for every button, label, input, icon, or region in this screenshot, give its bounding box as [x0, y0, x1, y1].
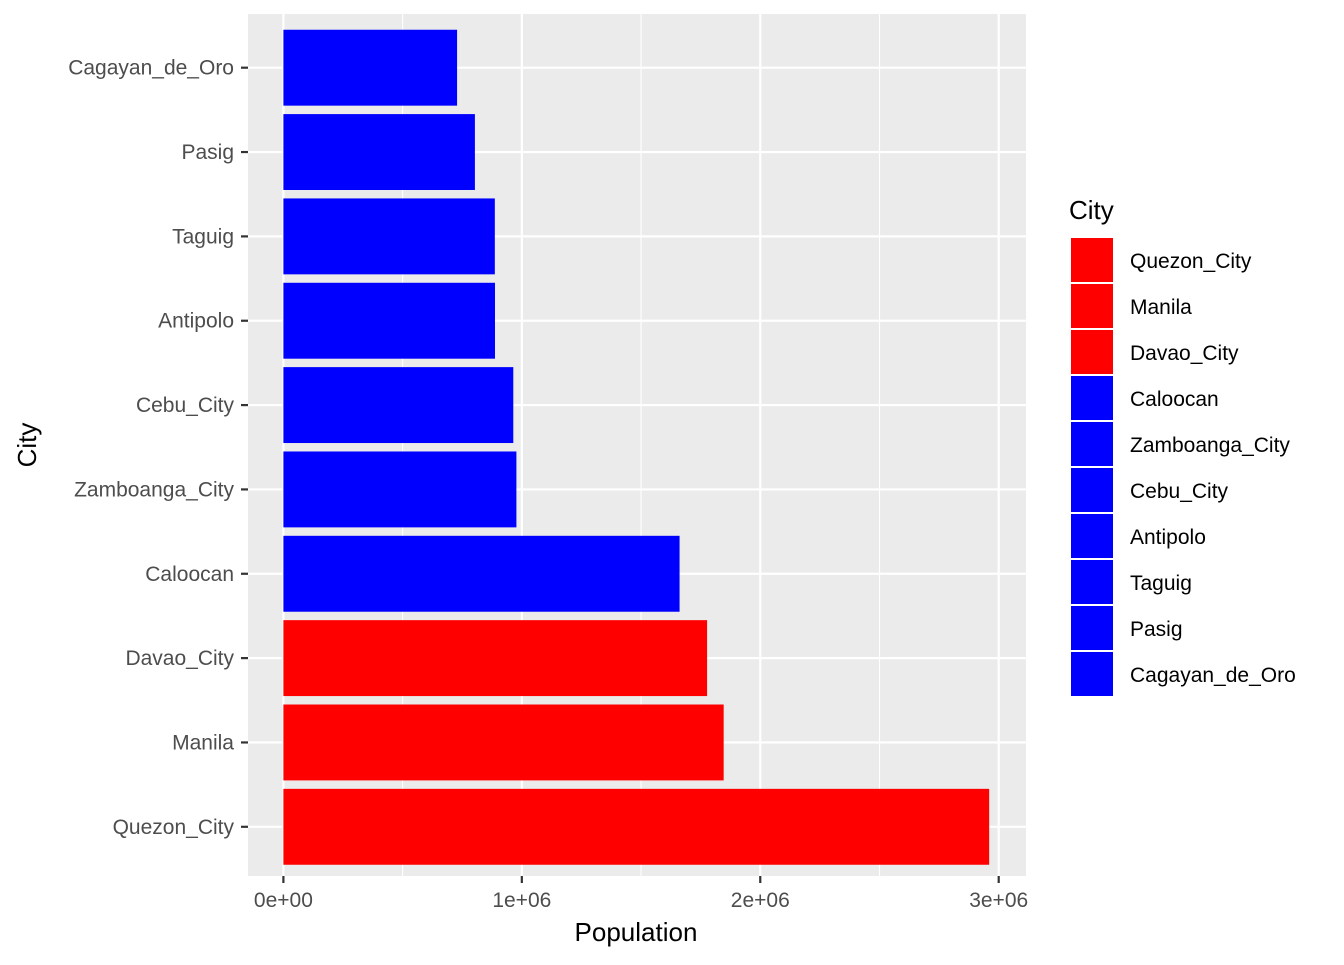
- x-axis-title: Population: [575, 917, 698, 947]
- legend-swatch: [1071, 330, 1113, 374]
- legend-swatch: [1071, 606, 1113, 650]
- legend-swatch: [1071, 238, 1113, 282]
- x-axis: 0e+00 1e+06 2e+06 3e+06: [254, 876, 1028, 912]
- legend-label: Cebu_City: [1130, 480, 1229, 503]
- legend-label: Quezon_City: [1130, 250, 1252, 273]
- x-tick-label: 0e+00: [254, 889, 313, 912]
- legend-label: Taguig: [1130, 572, 1192, 595]
- y-tick-label: Taguig: [172, 225, 234, 248]
- bar: [283, 282, 495, 359]
- legend-label: Manila: [1130, 296, 1192, 319]
- x-tick-label: 3e+06: [969, 889, 1028, 912]
- bar: [283, 620, 708, 697]
- x-tick-label: 1e+06: [492, 889, 551, 912]
- legend-label: Davao_City: [1130, 342, 1239, 365]
- legend-swatch: [1071, 422, 1113, 466]
- bar: [283, 451, 517, 528]
- legend-swatch: [1071, 514, 1113, 558]
- bar: [283, 535, 680, 612]
- y-tick-label: Quezon_City: [113, 816, 235, 839]
- y-tick-label: Antipolo: [158, 310, 234, 333]
- legend-label: Zamboanga_City: [1130, 434, 1290, 457]
- bar: [283, 114, 475, 190]
- legend-swatch: [1071, 652, 1113, 696]
- y-tick-label: Pasig: [181, 141, 234, 164]
- bar: [283, 29, 458, 106]
- legend-swatch: [1071, 376, 1113, 420]
- y-tick-label: Davao_City: [125, 647, 234, 670]
- legend-label: Cagayan_de_Oro: [1130, 664, 1296, 687]
- bar: [283, 198, 495, 275]
- y-tick-label: Zamboanga_City: [74, 478, 234, 501]
- legend-title: City: [1069, 195, 1114, 225]
- bar: [283, 367, 514, 444]
- legend-swatch: [1071, 284, 1113, 328]
- legend-swatch: [1071, 468, 1113, 512]
- legend: City Quezon_City Manila Davao_City Caloocan…: [1069, 195, 1296, 696]
- y-tick-label: Cagayan_de_Oro: [68, 57, 234, 80]
- x-tick-label: 2e+06: [731, 889, 790, 912]
- bar: [283, 788, 990, 865]
- y-tick-label: Cebu_City: [136, 394, 235, 417]
- y-axis-title: City: [12, 423, 42, 468]
- legend-label: Pasig: [1130, 618, 1183, 641]
- y-tick-label: Caloocan: [145, 563, 234, 586]
- legend-label: Caloocan: [1130, 388, 1219, 411]
- bar: [283, 704, 724, 781]
- legend-swatch: [1071, 560, 1113, 604]
- y-tick-label: Manila: [172, 731, 234, 754]
- legend-label: Antipolo: [1130, 526, 1206, 549]
- bars: [283, 29, 990, 865]
- y-axis: Quezon_City Manila Davao_City Caloocan Zambo…: [68, 57, 248, 839]
